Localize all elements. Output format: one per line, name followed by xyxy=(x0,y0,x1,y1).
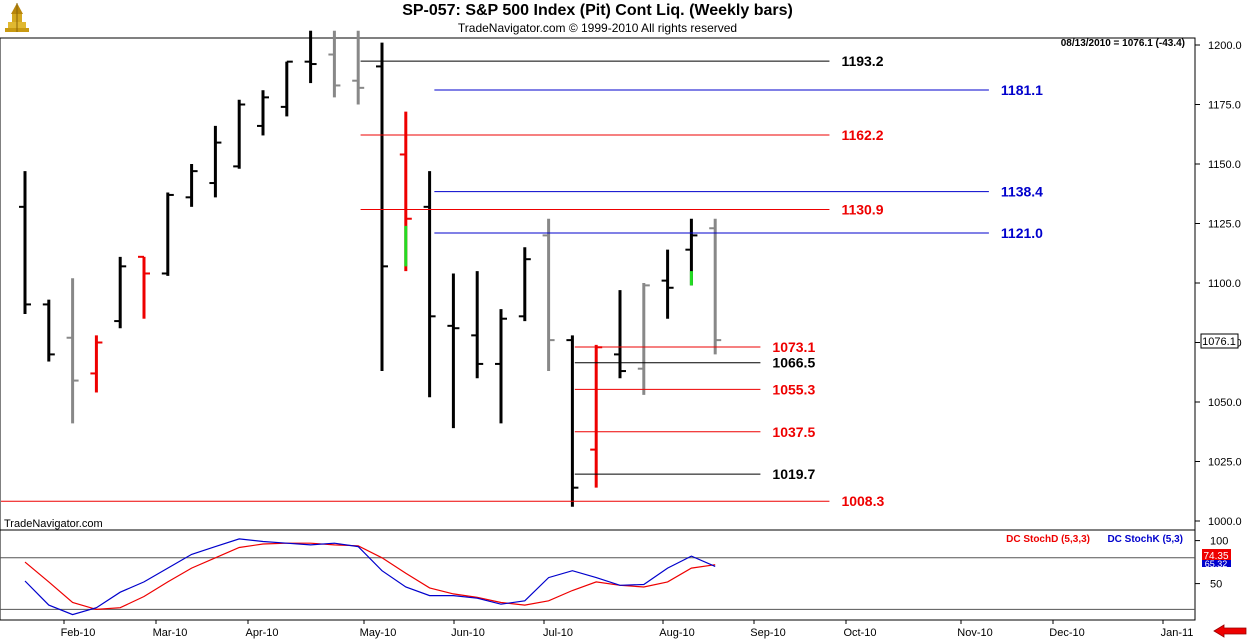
level-label: 1130.9 xyxy=(841,201,883,217)
chart-subtitle: TradeNavigator.com © 1999-2010 All right… xyxy=(457,21,738,35)
ohlc-bar xyxy=(447,273,460,429)
level-label: 1066.5 xyxy=(772,355,815,371)
ohlc-bar xyxy=(518,247,531,322)
ohlc-bar xyxy=(566,335,579,507)
time-axis-labels: Feb-10 Mar-10 Apr-10 May-10 Jun-10 Jul-10 Aug-… xyxy=(61,620,1194,639)
time-axis-label: Feb-10 xyxy=(61,627,96,639)
ohlc-bar xyxy=(280,60,293,117)
time-axis-label: Aug-10 xyxy=(659,627,694,639)
stochastic-series-line xyxy=(24,538,716,616)
level-label: 1008.3 xyxy=(841,493,884,509)
last-price-label: 1076.1 xyxy=(1202,336,1236,348)
time-axis-label: Oct-10 xyxy=(843,627,876,639)
title-bar: SP-057: S&P 500 Index (Pit) Cont Liq. (W… xyxy=(0,0,1250,38)
level-label: 1181.1 xyxy=(1001,82,1043,98)
time-axis-label: Jan-11 xyxy=(1161,627,1194,639)
tradenavigator-logo-icon xyxy=(5,3,29,32)
ohlc-bar xyxy=(161,192,174,276)
stochastic-series-line xyxy=(24,542,716,611)
legend-stochk: DC StochK (5,3) xyxy=(1107,534,1183,545)
stochastic-pane xyxy=(0,529,1196,621)
price-axis-label: 1100.0 xyxy=(1208,278,1241,290)
ohlc-bar xyxy=(709,218,722,355)
ohlc-bar xyxy=(90,335,103,393)
ohlc-bar xyxy=(66,278,79,424)
level-label: 1019.7 xyxy=(772,466,815,482)
stochd-value-label: 74.35 xyxy=(1203,551,1228,562)
ohlc-bar xyxy=(257,90,269,136)
price-axis-label: 1150.0 xyxy=(1208,159,1241,171)
ohlc-bar xyxy=(138,255,150,319)
time-axis-label: Jun-10 xyxy=(451,627,485,639)
ohlc-bar xyxy=(328,30,341,98)
time-axis-label: Mar-10 xyxy=(153,627,188,639)
ohlc-bar xyxy=(185,164,198,207)
legend-stochd: DC StochD (5,3,3) xyxy=(1006,534,1090,545)
ohlc-bar xyxy=(495,309,507,424)
time-axis-label: Apr-10 xyxy=(245,627,278,639)
ohlc-bar xyxy=(423,171,436,398)
scroll-left-arrow-icon[interactable] xyxy=(1213,624,1247,638)
ohlc-bar xyxy=(209,125,222,198)
level-label: 1193.2 xyxy=(841,53,883,69)
stochastic-lines xyxy=(24,538,716,616)
ohlc-bar xyxy=(471,271,484,379)
ohlc-bar xyxy=(614,290,626,379)
ohlc-bar xyxy=(376,42,388,372)
price-axis-label: 1125.0 xyxy=(1208,219,1241,231)
price-axis-label: 1000.0 xyxy=(1208,516,1242,528)
stochastic-axis-label: 100 xyxy=(1210,536,1228,548)
level-label: 1055.3 xyxy=(772,381,815,397)
stochastic-axis-label: 50 xyxy=(1210,579,1222,591)
ohlc-bar xyxy=(114,256,127,329)
brand-label: TradeNavigator.com xyxy=(4,518,103,530)
level-label: 1138.4 xyxy=(1001,184,1043,200)
ohlc-bar xyxy=(304,30,317,84)
level-label: 1037.5 xyxy=(772,424,815,440)
level-label: 1121.0 xyxy=(1001,225,1043,241)
ohlc-bar xyxy=(233,99,246,169)
time-axis-label: Sep-10 xyxy=(750,627,785,639)
price-axis-label: 1025.0 xyxy=(1208,457,1242,469)
ohlc-bar xyxy=(42,299,55,362)
stochk-value-label: 65.32 xyxy=(1205,559,1228,569)
price-axis-label: 1200.0 xyxy=(1208,40,1242,52)
stochastic-reference-lines xyxy=(0,557,1195,610)
last-price-marker: 1076.1 xyxy=(1200,333,1239,349)
price-axis-label: 1175.0 xyxy=(1208,100,1241,112)
time-axis-label: May-10 xyxy=(360,627,397,639)
stochastic-axis-labels: 50 100 xyxy=(1195,536,1228,591)
price-axis-label: 1050.0 xyxy=(1208,397,1242,409)
ohlc-bar xyxy=(637,283,650,395)
price-levels: 1193.2 1181.1 1162.2 1138.4 1130.9 1121.0 1073… xyxy=(1,53,1043,509)
ohlc-bar xyxy=(352,30,365,105)
time-axis-label: Dec-10 xyxy=(1049,627,1084,639)
ohlc-bar xyxy=(19,171,31,314)
time-axis-label: Jul-10 xyxy=(543,627,573,639)
ohlc-bar xyxy=(542,218,555,372)
level-label: 1073.1 xyxy=(772,339,815,355)
status-readout: 08/13/2010 = 1076.1 (-43.4) xyxy=(1061,38,1185,49)
level-label: 1162.2 xyxy=(841,127,883,143)
chart-title: SP-057: S&P 500 Index (Pit) Cont Liq. (W… xyxy=(402,2,793,19)
ohlc-bars xyxy=(19,30,722,507)
price-axis-labels: 1000.01025.01050.01075.01100.01125.01150… xyxy=(1195,40,1242,528)
ohlc-bar xyxy=(661,249,674,319)
time-axis-label: Nov-10 xyxy=(957,627,992,639)
stochastic-value-badges: 65.32 74.35 xyxy=(1202,549,1231,569)
